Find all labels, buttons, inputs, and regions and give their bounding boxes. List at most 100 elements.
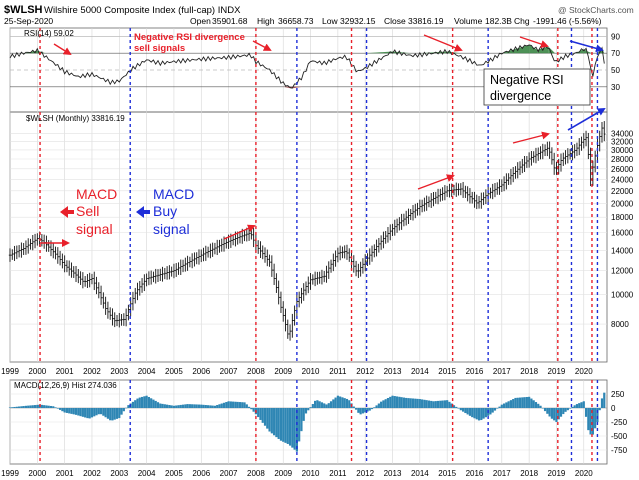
macd-hist-bar [118,408,121,419]
macd-hist-bar [546,408,549,414]
macd-hist-bar [539,405,542,408]
x-tick-label-bottom: 2002 [83,469,101,478]
macd-sell-label-3: signal [76,221,113,237]
macd-hist-bar [225,402,228,408]
macd-tick-label: -250 [611,418,628,427]
macd-hist-bar [172,405,176,408]
macd-hist-bar [516,397,519,408]
macd-hist-bar [79,408,82,417]
macd-hist-bar [389,396,392,408]
macd-hist-bar [70,408,73,414]
macd-hist-bar [232,401,235,408]
macd-hist-bar [505,402,508,408]
x-tick-label-bottom: 2017 [493,469,511,478]
high-value: 36658.73 [278,16,314,26]
macd-tick-label: 250 [611,390,625,399]
price-tick-label: 24000 [611,175,634,184]
macd-hist-bar [202,404,205,408]
macd-hist-bar [575,404,579,408]
macd-hist-bar [368,408,371,411]
macd-hist-bar [452,405,456,408]
macd-hist-bar [191,404,194,408]
macd-hist-bar [268,408,271,432]
macd-hist-bar [498,406,501,408]
macd-hist-bar [45,405,48,408]
open-value: 35901.68 [212,16,248,26]
rsi-overbought-fill [587,51,592,54]
macd-hist-bar [131,401,135,408]
macd-hist-bar [316,400,319,408]
macd-hist-bar [548,408,551,417]
x-tick-label-bottom: 2019 [548,469,566,478]
price-panel-label: $WLSH (Monthly) 33816.19 [26,114,125,123]
macd-hist-bar [359,408,362,415]
x-tick-label-mid: 2008 [247,367,265,376]
macd-hist-bar [509,400,513,408]
macd-hist-bar [74,408,78,415]
rsi-oversold-fill [291,86,303,89]
macd-hist-bar [111,408,114,421]
index-description: Wilshire 5000 Composite Index (full-cap)… [44,5,241,16]
macd-hist-bar [598,408,601,411]
x-tick-label-bottom: 2001 [56,469,74,478]
macd-hist-bar [186,404,189,408]
price-tick-label: 20000 [611,199,634,208]
macd-hist-bar [455,406,458,408]
macd-hist-bar [569,408,572,409]
macd-hist-bar [323,403,326,408]
macd-hist-bar [603,392,606,408]
price-panel-frame [9,111,608,363]
macd-hist-bar [43,405,46,408]
macd-hist-bar [448,401,451,408]
macd-hist-bar [220,403,223,408]
macd-hist-bar [480,408,483,421]
macd-hist-bar [273,408,276,436]
macd-hist-bar [384,399,387,408]
macd-hist-bar [318,401,321,408]
rsi-tick-label: 50 [611,66,620,75]
volume-label: Volume [454,16,483,26]
low-label: Low [322,16,338,26]
macd-hist-bar [532,400,535,408]
macd-hist-bar [29,405,32,408]
macd-hist-bar [229,401,232,408]
macd-hist-bar [298,408,301,442]
macd-hist-bar [84,408,87,418]
macd-hist-bar [364,408,367,413]
macd-hist-bar [341,397,344,408]
macd-hist-bar [468,408,472,416]
macd-hist-bar [336,395,339,408]
macd-hist-bar [534,402,538,408]
rsi-overbought-fill [548,46,556,54]
divergence-box [483,68,591,106]
macd-hist-bar [204,405,207,408]
macd-hist-bar [222,402,226,408]
macd-hist-bar [136,398,139,408]
macd-hist-bar [584,408,588,417]
x-tick-label-mid: 2012 [356,367,374,376]
macd-hist-bar [550,408,553,419]
macd-tick-label: -500 [611,432,628,441]
x-tick-label-mid: 2010 [302,367,320,376]
x-tick-label-mid: 2005 [165,367,183,376]
macd-hist-bar [361,408,365,414]
macd-hist-bar [427,400,431,408]
divergence-box-line-2: divergence [490,89,551,103]
macd-hist-bar [88,408,91,419]
macd-hist-bar [113,408,116,420]
macd-hist-bar [512,399,515,408]
rsi-overbought-fill [392,51,412,54]
macd-hist-bar [177,405,180,408]
macd-hist-bar [18,406,21,408]
x-tick-label-mid: 2015 [438,367,456,376]
macd-hist-bar [421,399,424,408]
macd-hist-bar [97,408,100,415]
symbol-title: $WLSH [4,4,43,16]
x-tick-label-bottom: 2016 [466,469,484,478]
x-tick-label-bottom: 2011 [329,469,347,478]
macd-hist-bar [161,403,164,408]
macd-hist-bar [145,395,148,408]
macd-hist-bar [127,405,130,408]
x-tick-label-mid: 2001 [56,367,74,376]
macd-hist-bar [218,404,221,408]
